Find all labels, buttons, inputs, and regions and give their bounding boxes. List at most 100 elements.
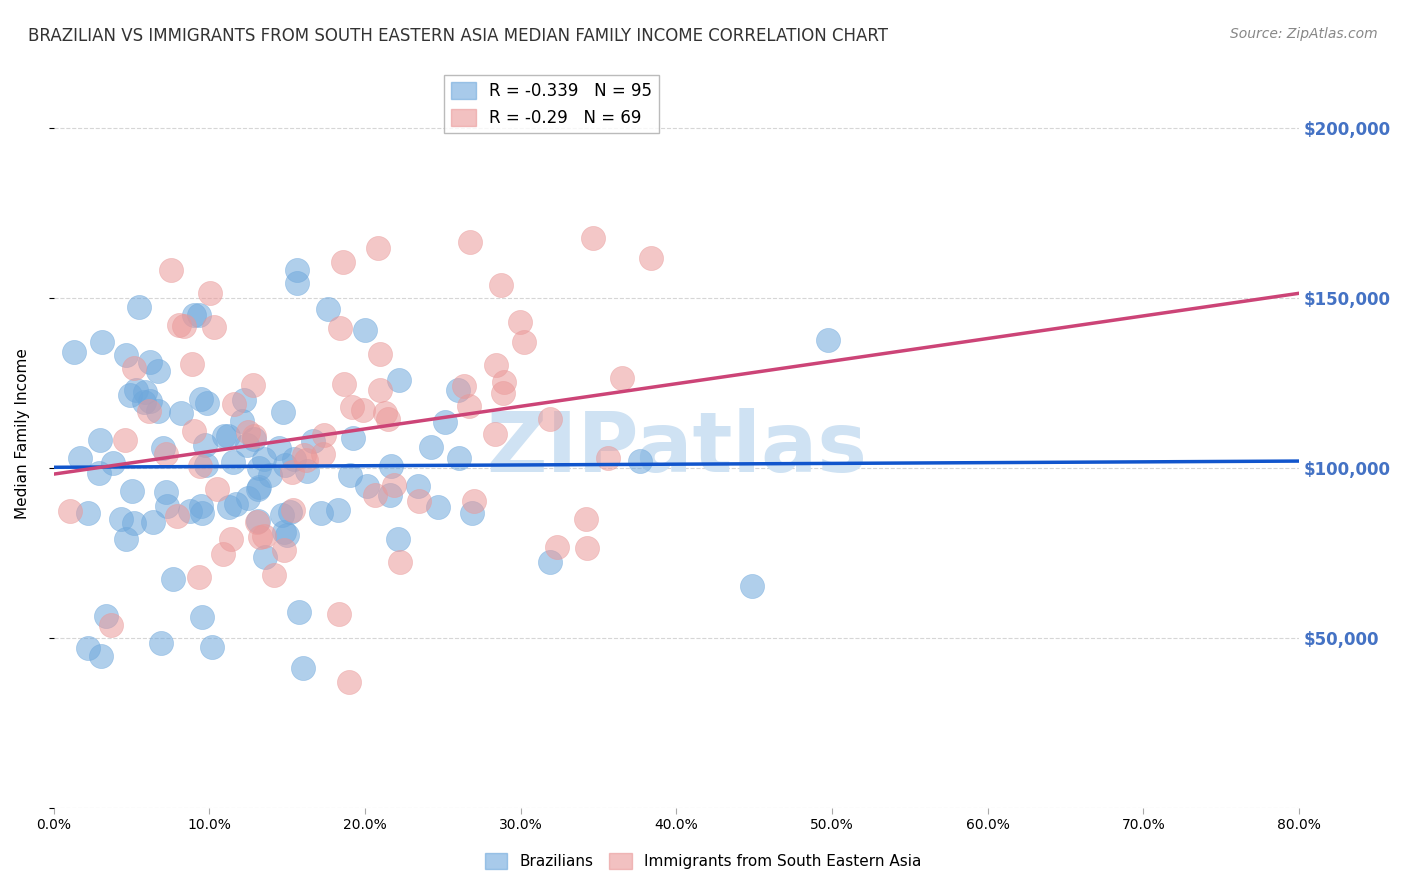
Point	[125, 383, 148, 397]
Point	[115, 347, 138, 361]
Text: Source: ZipAtlas.com: Source: ZipAtlas.com	[1230, 27, 1378, 41]
Point	[292, 448, 315, 462]
Point	[263, 567, 285, 582]
Point	[249, 530, 271, 544]
Point	[183, 308, 205, 322]
Point	[274, 458, 297, 472]
Point	[134, 385, 156, 400]
Point	[190, 506, 212, 520]
Point	[246, 514, 269, 528]
Point	[817, 334, 839, 348]
Point	[179, 504, 201, 518]
Point	[217, 429, 239, 443]
Point	[458, 235, 481, 249]
Point	[219, 532, 242, 546]
Point	[427, 500, 450, 515]
Point	[69, 450, 91, 465]
Point	[271, 405, 294, 419]
Point	[238, 491, 260, 506]
Point	[512, 334, 534, 349]
Point	[354, 324, 377, 338]
Point	[181, 357, 204, 371]
Point	[146, 404, 169, 418]
Point	[190, 610, 212, 624]
Point	[120, 388, 142, 402]
Point	[388, 555, 411, 569]
Point	[253, 529, 276, 543]
Point	[337, 674, 360, 689]
Point	[246, 515, 269, 529]
Point	[232, 393, 254, 408]
Point	[509, 316, 531, 330]
Point	[741, 579, 763, 593]
Point	[242, 378, 264, 392]
Point	[166, 508, 188, 523]
Point	[252, 451, 274, 466]
Point	[276, 528, 298, 542]
Point	[170, 406, 193, 420]
Point	[302, 434, 325, 449]
Point	[188, 308, 211, 322]
Point	[311, 507, 333, 521]
Point	[96, 608, 118, 623]
Point	[382, 478, 405, 492]
Point	[297, 464, 319, 478]
Point	[115, 532, 138, 546]
Point	[89, 433, 111, 447]
Point	[273, 525, 295, 540]
Point	[202, 319, 225, 334]
Point	[190, 499, 212, 513]
Point	[294, 453, 316, 467]
Legend: Brazilians, Immigrants from South Eastern Asia: Brazilians, Immigrants from South Easter…	[478, 847, 928, 875]
Point	[281, 502, 304, 516]
Point	[461, 506, 484, 520]
Point	[100, 618, 122, 632]
Text: ZIPatlas: ZIPatlas	[486, 409, 868, 489]
Point	[59, 504, 82, 518]
Point	[146, 364, 169, 378]
Point	[278, 505, 301, 519]
Point	[247, 461, 270, 475]
Legend: R = -0.339   N = 95, R = -0.29   N = 69: R = -0.339 N = 95, R = -0.29 N = 69	[444, 76, 659, 134]
Point	[77, 506, 100, 520]
Point	[91, 334, 114, 349]
Y-axis label: Median Family Income: Median Family Income	[15, 349, 30, 519]
Point	[387, 532, 409, 546]
Point	[463, 494, 485, 508]
Point	[364, 488, 387, 502]
Point	[101, 456, 124, 470]
Point	[484, 426, 506, 441]
Point	[538, 412, 561, 426]
Point	[538, 555, 561, 569]
Point	[225, 497, 247, 511]
Point	[449, 450, 471, 465]
Point	[214, 429, 236, 443]
Point	[283, 452, 305, 467]
Point	[155, 447, 177, 461]
Point	[318, 301, 340, 316]
Point	[138, 404, 160, 418]
Point	[195, 396, 218, 410]
Point	[247, 480, 270, 494]
Point	[169, 318, 191, 333]
Point	[598, 451, 620, 466]
Point	[121, 483, 143, 498]
Point	[152, 441, 174, 455]
Point	[128, 300, 150, 314]
Point	[243, 432, 266, 446]
Point	[89, 466, 111, 480]
Text: BRAZILIAN VS IMMIGRANTS FROM SOUTH EASTERN ASIA MEDIAN FAMILY INCOME CORRELATION: BRAZILIAN VS IMMIGRANTS FROM SOUTH EASTE…	[28, 27, 889, 45]
Point	[142, 515, 165, 529]
Point	[328, 607, 350, 621]
Point	[207, 482, 229, 496]
Point	[447, 383, 470, 397]
Point	[380, 458, 402, 473]
Point	[314, 427, 336, 442]
Point	[285, 277, 308, 291]
Point	[231, 414, 253, 428]
Point	[329, 321, 352, 335]
Point	[198, 285, 221, 300]
Point	[211, 547, 233, 561]
Point	[155, 484, 177, 499]
Point	[340, 400, 363, 414]
